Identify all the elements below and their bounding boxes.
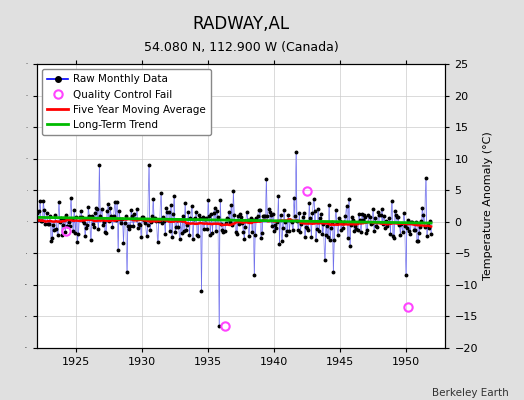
Text: 54.080 N, 112.900 W (Canada): 54.080 N, 112.900 W (Canada) — [144, 42, 339, 54]
Legend: Raw Monthly Data, Quality Control Fail, Five Year Moving Average, Long-Term Tren: Raw Monthly Data, Quality Control Fail, … — [42, 69, 211, 135]
Text: RADWAY,AL: RADWAY,AL — [192, 15, 290, 33]
Text: Berkeley Earth: Berkeley Earth — [432, 388, 508, 398]
Y-axis label: Temperature Anomaly (°C): Temperature Anomaly (°C) — [484, 132, 494, 280]
